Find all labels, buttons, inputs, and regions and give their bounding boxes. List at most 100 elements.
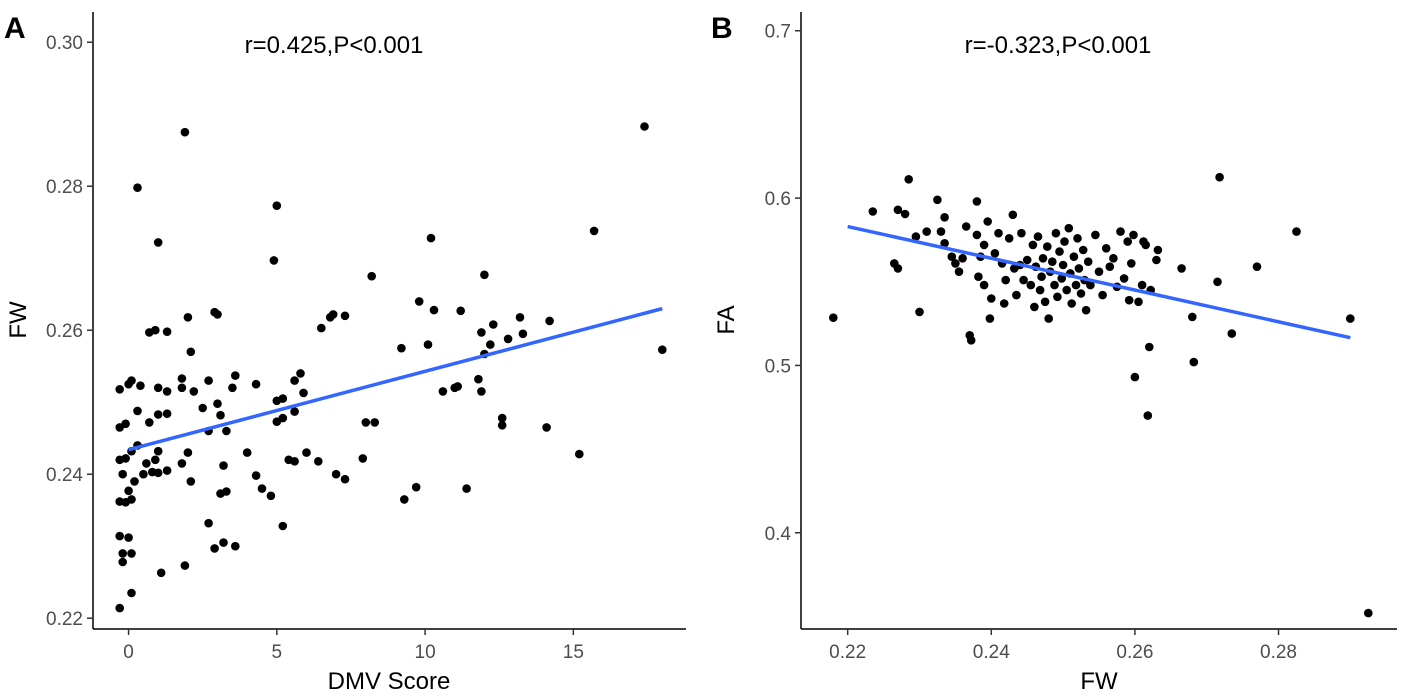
data-point [922,227,931,236]
panel-a-label: A [4,12,26,45]
data-point [1152,255,1161,265]
data-point [904,175,913,184]
x-tick-label: 0.24 [973,642,1010,663]
data-point [222,426,231,436]
data-point [1177,264,1186,273]
data-point [429,305,439,315]
data-point [1213,277,1222,287]
data-point [994,228,1003,238]
data-point [1129,230,1138,240]
data-point [251,471,261,480]
data-point [1116,227,1125,236]
data-point [162,409,172,419]
data-point [397,343,406,353]
data-point [204,518,213,528]
data-point [1141,240,1150,250]
data-point [1050,280,1059,290]
data-point [423,340,433,349]
data-point [162,466,172,475]
x-tick-label: 0.26 [1116,642,1153,663]
data-point [216,410,225,420]
data-point [1094,267,1104,277]
y-tick-label: 0.24 [46,465,83,486]
data-point [911,232,921,241]
x-tick-label: 5 [272,642,283,663]
data-point [177,383,187,393]
data-point [411,482,421,492]
data-point [1215,172,1224,182]
data-point [1048,257,1057,267]
data-point [204,376,213,385]
data-point [1119,274,1129,283]
data-point [153,446,163,456]
data-point [947,252,957,261]
data-point [829,313,838,323]
data-point [358,454,368,463]
data-point [1051,228,1061,238]
y-tick-label: 0.7 [765,22,791,43]
data-point [1153,245,1163,255]
data-point [453,382,463,391]
data-point [1134,297,1143,307]
data-point [118,549,127,558]
data-point [121,454,130,463]
data-point [1073,234,1082,243]
data-point [426,233,436,243]
data-point [340,311,350,321]
data-point [1101,244,1111,253]
data-point [162,327,172,337]
data-point [133,406,142,416]
data-point [954,267,964,277]
data-point [983,217,992,226]
data-point [1292,227,1301,236]
data-point [489,320,498,329]
data-point [979,280,989,290]
data-point [331,469,341,479]
panel-a-x-axis-title: DMV Score [328,668,451,695]
data-point [153,410,163,419]
data-point [1037,272,1046,282]
data-point [414,297,424,306]
data-point [400,495,409,504]
data-point [640,122,649,131]
data-point [486,340,495,349]
data-point [1346,314,1355,323]
data-point [121,419,130,429]
data-point [145,418,154,427]
data-point [940,213,949,222]
x-tick-label: 10 [415,642,436,663]
panel-b-x-ticks: 0.22 0.24 0.26 0.28 [829,629,1297,663]
panel-a: A r=0.425,P<0.001 0.22 0.24 0.26 0.28 0.30 0… [4,12,686,695]
data-point [278,413,288,423]
data-point [1012,290,1021,300]
data-point [1062,285,1071,295]
data-point [177,374,187,383]
data-point [893,264,903,273]
data-point [1227,329,1237,338]
data-point [1123,237,1132,246]
data-point [1124,295,1134,305]
data-point [474,374,483,384]
data-point [951,259,960,268]
data-point [115,531,124,541]
data-point [480,270,489,280]
panel-b-label: B [711,12,733,45]
data-point [438,387,448,396]
data-point [328,310,338,319]
data-point [219,538,228,547]
data-point [340,474,350,484]
data-point [1188,312,1197,322]
data-point [370,418,380,427]
data-point [127,376,136,385]
data-point [151,325,160,335]
data-point [127,588,136,598]
data-point [1008,210,1018,220]
x-tick-label: 0 [123,642,134,663]
data-point [210,544,219,553]
y-tick-label: 0.6 [765,189,791,210]
data-point [987,294,996,303]
panel-b-correlation-annotation: r=-0.323,P<0.001 [965,32,1152,59]
data-point [1058,260,1068,270]
data-point [118,557,127,567]
